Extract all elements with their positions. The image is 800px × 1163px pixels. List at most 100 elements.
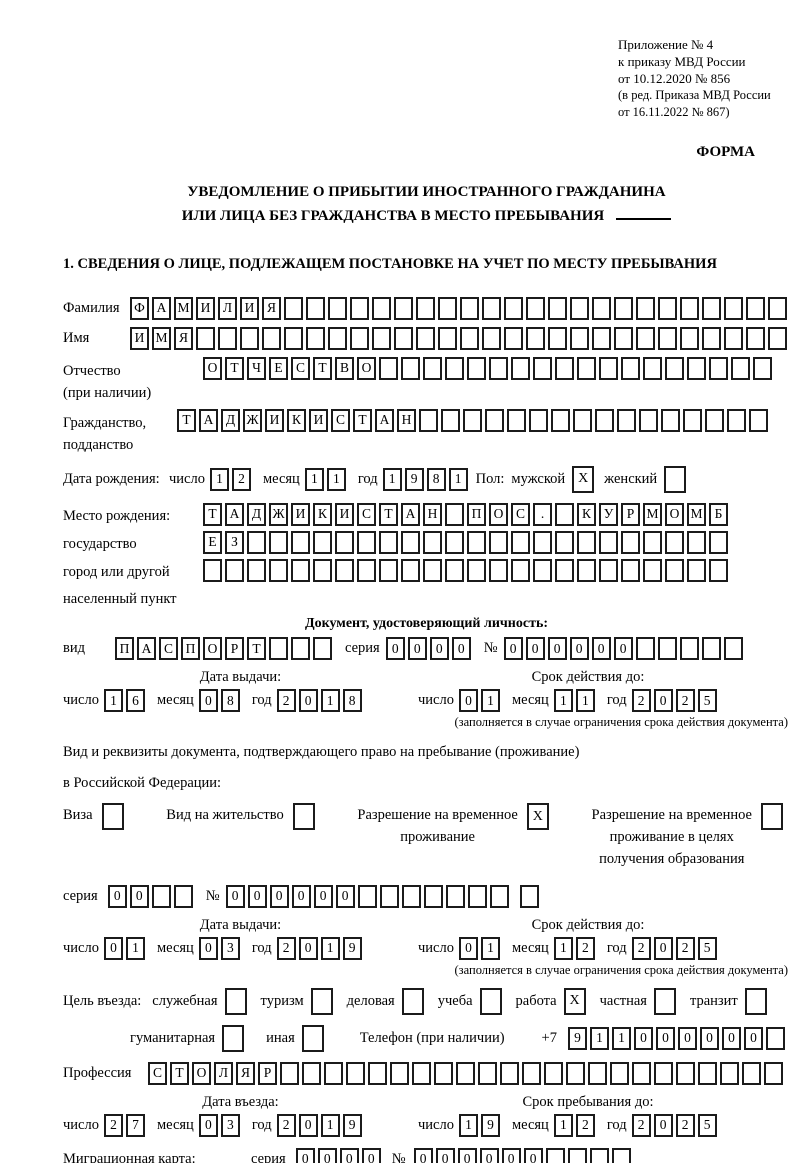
visa-checkbox[interactable] (101, 803, 127, 831)
form-cell[interactable] (621, 356, 640, 380)
form-cell[interactable]: А (225, 502, 244, 526)
form-cell[interactable]: О (357, 356, 376, 380)
form-cell[interactable]: Р (621, 502, 640, 526)
form-cell[interactable] (335, 530, 354, 554)
form-cell[interactable]: 0 (225, 884, 245, 908)
form-cell[interactable]: 2 (631, 936, 651, 960)
form-cell[interactable] (423, 356, 442, 380)
purpose-private-checkbox[interactable] (653, 987, 679, 1015)
form-cell[interactable] (548, 296, 567, 320)
form-cell[interactable]: 7 (125, 1113, 145, 1137)
form-cell[interactable] (394, 326, 413, 350)
form-cell[interactable]: Т (177, 408, 196, 432)
form-cell[interactable]: 1 (320, 689, 340, 713)
form-cell[interactable] (489, 530, 508, 554)
form-cell[interactable]: 1 (458, 1113, 478, 1137)
form-cell[interactable]: 1 (326, 467, 346, 491)
form-cell[interactable] (222, 1024, 245, 1052)
form-cell[interactable] (423, 530, 442, 554)
sex-male-checkbox[interactable]: X (572, 465, 597, 493)
form-cell[interactable] (434, 1061, 453, 1085)
form-cell[interactable]: К (287, 408, 306, 432)
form-cell[interactable]: 0 (298, 936, 318, 960)
form-cell[interactable] (533, 530, 552, 554)
form-cell[interactable]: 0 (313, 884, 333, 908)
form-cell[interactable]: М (174, 296, 193, 320)
form-cell[interactable]: 1 (575, 689, 595, 713)
form-cell[interactable]: 1 (553, 1113, 573, 1137)
form-cell[interactable] (705, 408, 724, 432)
form-cell[interactable]: Я (174, 326, 193, 350)
form-cell[interactable]: С (159, 637, 178, 661)
form-cell[interactable] (379, 356, 398, 380)
form-cell[interactable] (723, 637, 743, 661)
form-cell[interactable]: 2 (631, 689, 651, 713)
form-cell[interactable]: 2 (675, 1113, 695, 1137)
form-cell[interactable]: 3 (220, 1113, 240, 1137)
form-cell[interactable] (438, 296, 457, 320)
form-cell[interactable]: Н (423, 502, 442, 526)
form-cell[interactable] (482, 296, 501, 320)
form-cell[interactable]: X (563, 987, 586, 1015)
form-cell[interactable] (357, 530, 376, 554)
purpose-tourism-checkbox[interactable] (310, 987, 336, 1015)
form-cell[interactable] (724, 296, 743, 320)
form-cell[interactable] (742, 1061, 761, 1085)
form-cell[interactable]: 0 (569, 637, 589, 661)
form-cell[interactable]: 0 (291, 884, 311, 908)
form-cell[interactable]: М (643, 502, 662, 526)
form-cell[interactable]: 9 (567, 1026, 587, 1050)
form-cell[interactable]: Р (258, 1061, 277, 1085)
form-cell[interactable]: 0 (721, 1026, 741, 1050)
form-cell[interactable] (101, 803, 124, 831)
form-cell[interactable] (720, 1061, 739, 1085)
form-cell[interactable] (247, 530, 266, 554)
form-cell[interactable] (702, 296, 721, 320)
form-cell[interactable]: Е (269, 356, 288, 380)
form-cell[interactable] (709, 530, 728, 554)
form-cell[interactable] (478, 1061, 497, 1085)
form-cell[interactable]: 0 (298, 689, 318, 713)
form-cell[interactable] (680, 296, 699, 320)
form-cell[interactable] (151, 884, 171, 908)
form-cell[interactable]: 2 (675, 936, 695, 960)
form-cell[interactable] (679, 637, 699, 661)
form-cell[interactable]: А (199, 408, 218, 432)
form-cell[interactable]: 0 (653, 1113, 673, 1137)
form-cell[interactable] (658, 326, 677, 350)
form-cell[interactable] (328, 326, 347, 350)
form-cell[interactable] (643, 530, 662, 554)
form-cell[interactable] (519, 884, 539, 908)
form-cell[interactable] (504, 296, 523, 320)
form-cell[interactable] (760, 803, 783, 831)
form-cell[interactable]: К (313, 502, 332, 526)
form-cell[interactable]: Т (203, 502, 222, 526)
form-cell[interactable] (310, 987, 333, 1015)
form-cell[interactable]: 0 (385, 637, 405, 661)
form-cell[interactable] (614, 296, 633, 320)
form-cell[interactable]: 0 (103, 936, 123, 960)
form-cell[interactable]: 5 (697, 1113, 717, 1137)
purpose-work-checkbox[interactable]: X (563, 987, 589, 1015)
form-cell[interactable]: О (192, 1061, 211, 1085)
form-cell[interactable] (313, 530, 332, 554)
form-cell[interactable] (676, 1061, 695, 1085)
temp-residence-education-checkbox[interactable] (760, 803, 786, 831)
form-cell[interactable] (636, 326, 655, 350)
form-cell[interactable]: Д (247, 502, 266, 526)
form-cell[interactable]: А (401, 502, 420, 526)
form-cell[interactable]: Д (221, 408, 240, 432)
form-cell[interactable] (555, 558, 574, 582)
form-cell[interactable]: 2 (675, 689, 695, 713)
blank-underline[interactable] (616, 217, 672, 220)
form-cell[interactable] (555, 502, 574, 526)
form-cell[interactable]: Ч (247, 356, 266, 380)
form-cell[interactable] (709, 558, 728, 582)
form-cell[interactable]: 0 (458, 936, 478, 960)
form-cell[interactable] (225, 558, 244, 582)
form-cell[interactable] (687, 530, 706, 554)
form-cell[interactable] (657, 637, 677, 661)
form-cell[interactable]: 1 (320, 936, 340, 960)
form-cell[interactable] (661, 408, 680, 432)
form-cell[interactable] (379, 558, 398, 582)
